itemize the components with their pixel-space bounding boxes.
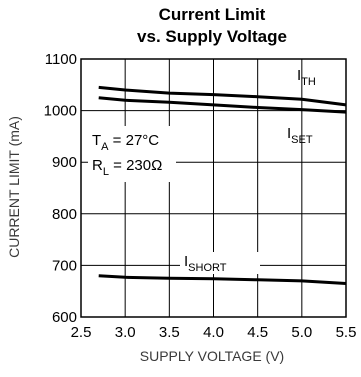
y-tick-label: 800 — [52, 206, 77, 223]
x-tick-label: 5.0 — [291, 324, 312, 341]
series-line-i-th — [98, 85, 347, 107]
annotation-rl: RL = 230Ω — [92, 157, 162, 178]
x-tick-label: 4.0 — [203, 324, 224, 341]
series-label-iset: ISET — [287, 125, 313, 146]
series-line-i-short — [98, 274, 347, 285]
y-tick-label: 1100 — [45, 51, 77, 68]
x-tick-label: 4.5 — [247, 324, 268, 341]
x-tick-label: 3.5 — [159, 324, 180, 341]
y-tick-labels: 600 700 800 900 1000 1100 — [44, 51, 77, 326]
y-tick-label: 600 — [52, 309, 77, 326]
annotation-ta: TA = 27°C — [92, 132, 159, 153]
y-tick-label: 1000 — [44, 103, 77, 120]
series-label-ishort: ISHORT — [184, 253, 227, 274]
chart-title-line-2: vs. Supply Voltage — [137, 27, 287, 46]
x-tick-label: 5.5 — [336, 324, 357, 341]
plot-frame — [80, 58, 347, 318]
series-label-ith: ITH — [297, 67, 316, 88]
x-tick-label: 2.5 — [71, 324, 92, 341]
y-axis-label: CURRENT LIMIT (mA) — [6, 116, 22, 258]
series-line-i-set — [98, 96, 347, 114]
chart-title-line-1: Current Limit — [159, 5, 266, 24]
x-tick-labels: 2.5 3.0 3.5 4.0 4.5 5.0 5.5 — [71, 324, 357, 341]
series-layer — [98, 85, 347, 285]
series-label-ishort-background — [180, 252, 260, 274]
y-tick-label: 700 — [52, 257, 77, 274]
x-axis-label: SUPPLY VOLTAGE (V) — [140, 348, 284, 364]
annotation-background — [88, 126, 176, 182]
y-tick-label: 900 — [52, 154, 77, 171]
x-tick-label: 3.0 — [115, 324, 136, 341]
